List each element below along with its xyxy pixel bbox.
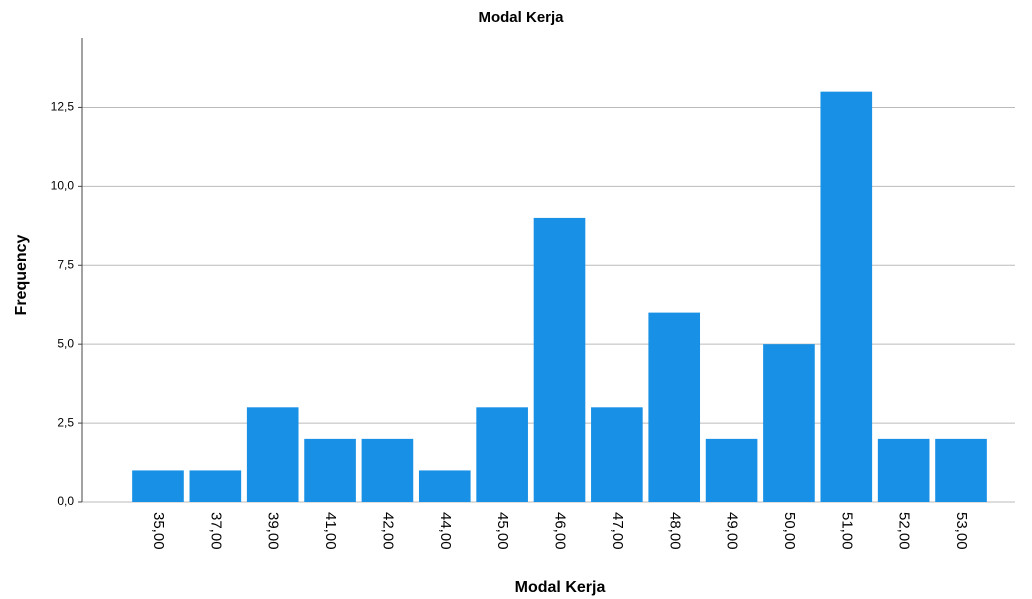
- y-tick-label: 0,0: [57, 494, 74, 508]
- y-tick-label: 12,5: [51, 100, 75, 114]
- bar: [705, 438, 758, 502]
- bar: [246, 407, 299, 502]
- x-tick-label: 45,00: [494, 512, 511, 550]
- bar: [533, 217, 586, 502]
- x-tick-label: 49,00: [724, 512, 741, 550]
- bar: [132, 470, 184, 502]
- x-tick-label: 35,00: [150, 512, 167, 550]
- bar: [820, 91, 873, 503]
- x-tick-label: 53,00: [953, 512, 970, 550]
- x-tick-label: 41,00: [322, 512, 339, 550]
- bar: [763, 344, 815, 502]
- bar: [361, 438, 414, 502]
- x-tick-label: 39,00: [265, 512, 282, 550]
- y-tick-label: 2,5: [57, 415, 74, 429]
- y-tick-label: 10,0: [51, 179, 75, 193]
- chart-title: Modal Kerja: [478, 9, 564, 26]
- x-tick-label: 37,00: [207, 512, 224, 550]
- x-tick-label: 44,00: [437, 512, 454, 550]
- x-tick-label: 48,00: [666, 512, 683, 550]
- bar: [648, 312, 701, 502]
- x-tick-label: 46,00: [552, 512, 569, 550]
- bar: [935, 438, 987, 502]
- x-tick-label: 42,00: [379, 512, 396, 550]
- x-tick-label: 47,00: [609, 512, 626, 550]
- x-axis-title: Modal Kerja: [515, 579, 606, 596]
- x-tick-label: 52,00: [896, 512, 913, 550]
- x-tick-label: 50,00: [781, 512, 798, 550]
- y-axis-title: Frequency: [13, 234, 30, 315]
- bar: [418, 470, 471, 502]
- bar: [189, 470, 242, 502]
- bar: [877, 438, 930, 502]
- y-tick-label: 7,5: [57, 257, 74, 271]
- x-tick-label: 51,00: [838, 512, 855, 550]
- bar: [591, 407, 643, 502]
- y-tick-label: 5,0: [57, 336, 74, 350]
- bar: [304, 438, 356, 502]
- bar: [476, 407, 528, 502]
